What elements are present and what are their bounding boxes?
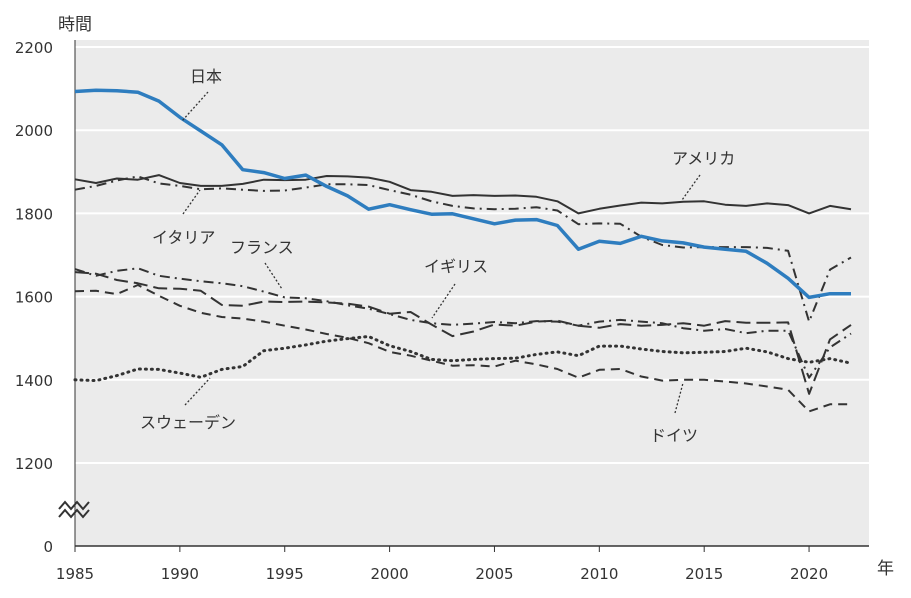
series-label: ドイツ [650, 426, 698, 445]
y-tick-label: 1200 [15, 455, 53, 473]
series-label: アメリカ [672, 149, 735, 168]
y-tick-label: 2000 [15, 122, 53, 140]
y-tick-label: 2200 [15, 39, 53, 57]
leader-line [181, 91, 209, 122]
y-tick-label: 1800 [15, 205, 53, 223]
x-tick-label: 1995 [266, 565, 304, 583]
series-line-スウェーデン [73, 335, 853, 383]
series-label: イギリス [424, 257, 488, 276]
axis-break-zigzag [58, 500, 90, 511]
x-tick-label: 2000 [371, 565, 409, 583]
series-line-アメリカ [74, 174, 852, 215]
leader-line [681, 174, 701, 201]
y-tick-label: 1400 [15, 372, 53, 390]
y-tick-labels: 0 1200 1400 1600 1800 2000 2200 [15, 39, 53, 556]
y-tick-label: 1600 [15, 289, 53, 307]
leader-line [182, 189, 201, 215]
axis-break-icon [58, 500, 90, 519]
plot-background [75, 40, 869, 546]
series-label: スウェーデン [140, 413, 236, 432]
y-axis-title: 時間 [58, 15, 92, 35]
series-label: フランス [230, 238, 294, 257]
grid-lines [74, 40, 869, 546]
series-line-イギリス [74, 271, 852, 395]
x-tick-labels: 1985 1990 1995 2000 2005 2010 2015 2020 [56, 546, 828, 583]
x-tick-label: 2020 [790, 565, 828, 583]
x-tick-label: 2015 [685, 565, 723, 583]
leader-line [674, 382, 684, 414]
series-line-ドイツ [74, 284, 851, 413]
y-tick-label: 0 [43, 538, 53, 556]
series-lines [73, 88, 853, 413]
x-axis-title: 年 [877, 559, 894, 579]
series-line-フランス [74, 267, 852, 379]
series-label: 日本 [190, 67, 222, 86]
series-line-日本 [74, 88, 851, 300]
x-tick-label: 1990 [161, 565, 199, 583]
leader-line [264, 262, 283, 290]
leader-line [431, 283, 456, 319]
x-tick-label: 2010 [580, 565, 618, 583]
series-label: イタリア [152, 228, 215, 247]
x-tick-label: 2005 [475, 565, 513, 583]
axis-break-zigzag [58, 508, 90, 519]
label-leader-lines [181, 91, 701, 414]
x-tick-label: 1985 [56, 565, 94, 583]
